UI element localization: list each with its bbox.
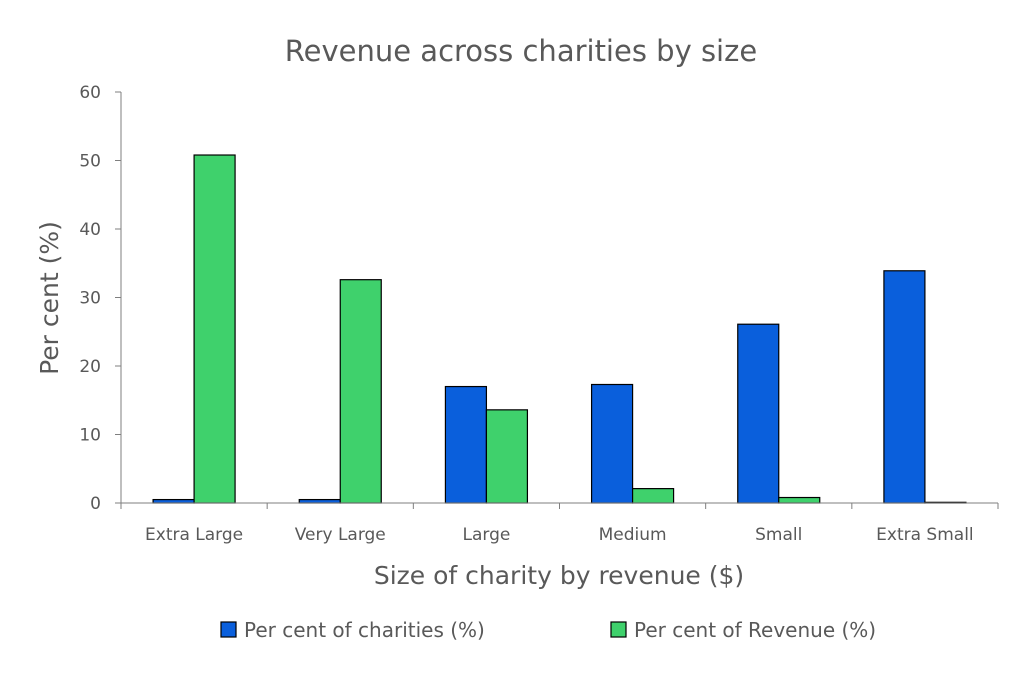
x-tick-label: Large xyxy=(462,525,510,545)
y-tick-label: 40 xyxy=(79,220,101,240)
x-tick-label: Very Large xyxy=(295,525,386,545)
y-axis-title: Per cent (%) xyxy=(35,221,64,375)
x-tick-label: Extra Small xyxy=(876,525,974,545)
bar-revenue-2 xyxy=(485,409,529,504)
legend-swatch xyxy=(610,621,627,638)
y-tick-label: 0 xyxy=(90,494,101,514)
bar-charities-4 xyxy=(737,323,780,504)
chart-title: Revenue across charities by size xyxy=(285,34,757,68)
bar-revenue-4 xyxy=(778,496,821,504)
x-tick-label: Medium xyxy=(599,525,667,545)
y-tick-label: 30 xyxy=(79,289,101,309)
y-tick-label: 20 xyxy=(79,357,101,377)
bar-charities-1 xyxy=(298,498,341,504)
bar-revenue-3 xyxy=(631,488,675,504)
y-tick-label: 10 xyxy=(79,426,101,446)
bar-charities-2 xyxy=(444,385,488,504)
legend: Per cent of charities (%) Per cent of Rev… xyxy=(220,618,876,642)
y-tick-label: 60 xyxy=(79,83,101,103)
plot-area: 0 10 20 30 40 50 60 Extra Large Very Large Large M… xyxy=(79,83,999,545)
bar-revenue-1 xyxy=(339,279,382,504)
legend-swatch xyxy=(220,621,237,638)
y-tick-label: 50 xyxy=(79,152,101,172)
x-tick-label: Extra Large xyxy=(145,525,243,545)
bar-revenue-0 xyxy=(193,154,236,504)
bar-charities-5 xyxy=(883,270,926,504)
x-axis-title: Size of charity by revenue ($) xyxy=(374,561,744,590)
bar-charities-3 xyxy=(590,383,634,504)
x-tick-label: Small xyxy=(755,525,802,545)
bar-charities-0 xyxy=(152,498,195,504)
legend-label: Per cent of Revenue (%) xyxy=(634,618,876,642)
legend-label: Per cent of charities (%) xyxy=(244,618,485,642)
